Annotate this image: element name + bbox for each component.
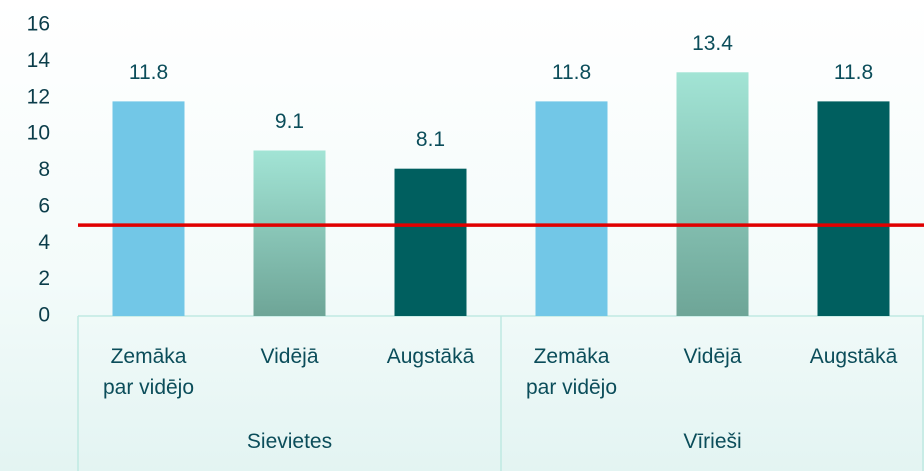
bar [817,101,890,316]
y-tick-label: 8 [38,158,50,181]
y-tick-label: 6 [38,194,50,217]
x-tick-label: Zemāka par vidējo [102,345,195,399]
x-tick-label: Augstākā [386,345,475,368]
x-tick-label: Zemāka par vidējo [525,345,618,399]
data-label: 11.8 [129,61,168,84]
group-label: Vīrieši [683,430,742,453]
y-tick-label: 10 [27,122,50,145]
bar [112,101,185,316]
data-label: 13.4 [692,32,733,55]
y-tick-label: 16 [27,13,50,36]
bar [394,168,467,316]
bar [676,72,749,316]
y-tick-label: 0 [38,304,50,327]
data-label: 11.8 [552,61,591,84]
group-label: Sievietes [246,430,333,453]
y-tick-label: 12 [27,85,50,108]
y-tick-label: 4 [38,231,50,254]
y-tick-label: 2 [38,267,50,290]
bar [535,101,608,316]
data-label: 9.1 [275,110,304,133]
bar [253,150,326,316]
data-label: 8.1 [416,128,445,151]
x-tick-label: Augstākā [809,345,898,368]
y-tick-label: 14 [27,49,51,72]
x-tick-label: Vidējā [683,345,742,368]
x-tick-label: Vidējā [260,345,319,368]
data-label: 11.8 [834,61,873,84]
